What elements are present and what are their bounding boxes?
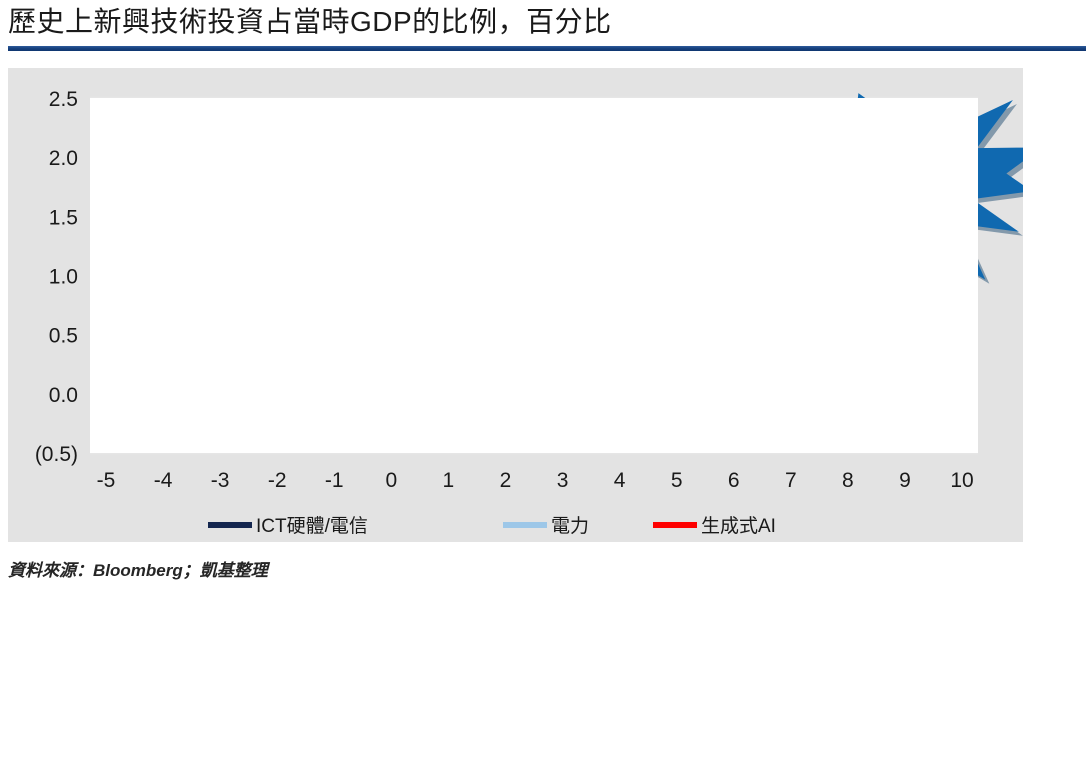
y-axis-tick-label: (0.5) <box>35 443 78 466</box>
title-underline-rule <box>8 46 1086 51</box>
x-axis-tick-label: 5 <box>671 469 683 492</box>
x-axis-tick-label: 0 <box>385 469 397 492</box>
x-axis-tick-label: 1 <box>443 469 455 492</box>
y-axis-tick-labels: 2.5 2.0 1.5 1.0 0.5 0.0 (0.5) <box>35 88 78 466</box>
y-axis-tick-label: 2.0 <box>49 147 78 170</box>
y-axis-tick-label: 0.5 <box>49 325 78 348</box>
chart-legend: ICT硬體/電信 電力 生成式AI <box>208 515 776 537</box>
page-title: 歷史上新興技術投資占當時GDP的比例，百分比 <box>8 6 612 37</box>
x-axis-tick-label: -5 <box>97 469 116 492</box>
x-axis-tick-label: -2 <box>268 469 287 492</box>
x-axis-tick-label: -4 <box>154 469 173 492</box>
legend-label: 生成式AI <box>701 515 776 537</box>
legend-item[interactable]: 生成式AI <box>653 515 776 537</box>
x-axis-tick-label: 2 <box>500 469 512 492</box>
legend-label: 電力 <box>551 515 589 537</box>
x-axis-tick-label: 4 <box>614 469 626 492</box>
x-axis-tick-label: 7 <box>785 469 797 492</box>
source-note: 資料來源：Bloomberg；凱基整理 <box>8 561 268 580</box>
x-axis-tick-label: 3 <box>557 469 569 492</box>
x-axis-tick-label: 8 <box>842 469 854 492</box>
plot-area-background <box>90 98 978 453</box>
x-axis-tick-label: 6 <box>728 469 740 492</box>
x-axis-tick-label: -1 <box>325 469 344 492</box>
x-axis-tick-label: -3 <box>211 469 230 492</box>
y-axis-tick-label: 1.5 <box>49 206 78 229</box>
y-axis-tick-label: 1.0 <box>49 266 78 289</box>
chart-panel: 2.5 2.0 1.5 1.0 0.5 0.0 (0.5) -5 -4 -3 -2 -1 0 1 2 3 4 5… <box>8 68 1023 542</box>
x-axis-tick-labels: -5 -4 -3 -2 -1 0 1 2 3 4 5 6 7 8 9 10 <box>97 469 974 492</box>
legend-item[interactable]: 電力 <box>503 515 589 537</box>
legend-label: ICT硬體/電信 <box>256 515 368 537</box>
x-axis-tick-label: 9 <box>899 469 911 492</box>
x-axis-tick-label: 10 <box>950 469 973 492</box>
legend-item[interactable]: ICT硬體/電信 <box>208 515 368 537</box>
y-axis-tick-label: 0.0 <box>49 384 78 407</box>
y-axis-tick-label: 2.5 <box>49 88 78 111</box>
